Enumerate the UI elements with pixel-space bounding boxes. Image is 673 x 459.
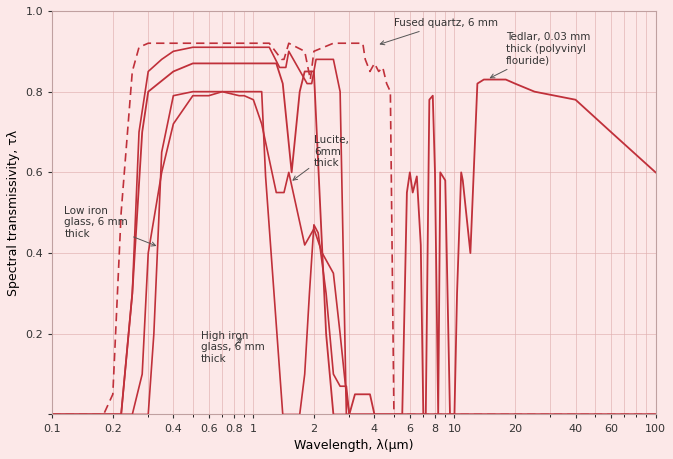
Text: Low iron
glass, 6 mm
thick: Low iron glass, 6 mm thick (65, 206, 155, 246)
Text: Fused quartz, 6 mm: Fused quartz, 6 mm (380, 18, 498, 45)
Text: Tedlar, 0.03 mm
thick (polyvinyl
flouride): Tedlar, 0.03 mm thick (polyvinyl flourid… (491, 32, 590, 78)
Y-axis label: Spectral transmissivity, τλ: Spectral transmissivity, τλ (7, 129, 20, 296)
X-axis label: Wavelength, λ(μm): Wavelength, λ(μm) (294, 439, 414, 452)
Text: Lucite,
6mm
thick: Lucite, 6mm thick (293, 135, 349, 180)
Text: High iron
glass, 6 mm
thick: High iron glass, 6 mm thick (201, 331, 265, 364)
